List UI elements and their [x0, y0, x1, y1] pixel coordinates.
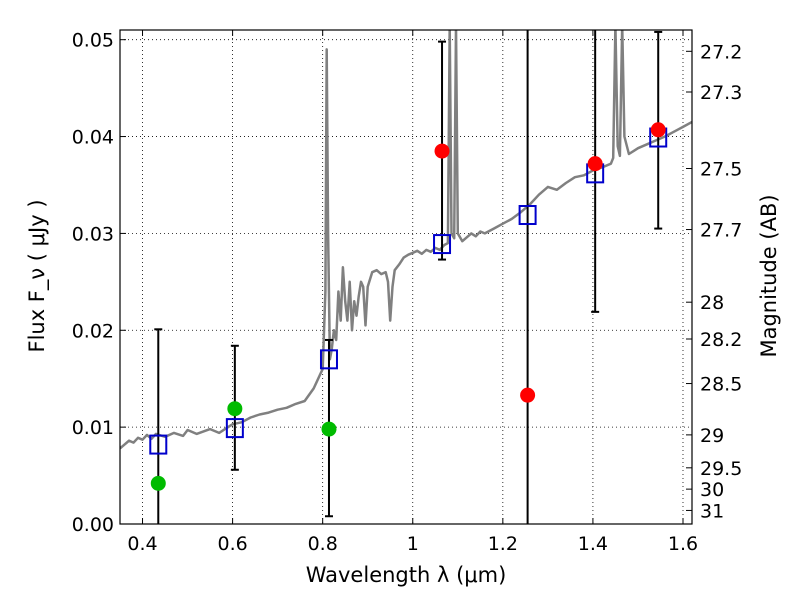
- spectrum-line: [120, 30, 692, 450]
- axis-ticks: 0.4 0.6 0.8 1 1.2 1.4 1.6 0.00 0.01 0.02 0.03 0.04 0…: [72, 30, 743, 555]
- x-tick-label: 1.2: [488, 533, 518, 555]
- y-tick-label: 0.01: [72, 417, 114, 439]
- right-tick-label: 27.7: [700, 220, 742, 242]
- right-axis-label: Magnitude (AB): [757, 194, 781, 357]
- x-tick-label: 1: [407, 533, 419, 555]
- photometry-circle-marker: [434, 143, 450, 159]
- right-tick-label: 27.3: [700, 82, 742, 104]
- photometry-square-marker: [433, 234, 452, 255]
- y-tick-label: 0.03: [72, 223, 114, 245]
- right-tick-label: 30: [700, 479, 724, 501]
- right-tick-label: 28: [700, 292, 724, 314]
- x-tick-label: 1.4: [578, 533, 608, 555]
- photometry-square-marker: [149, 434, 168, 455]
- x-axis-label: Wavelength λ (μm): [306, 563, 507, 587]
- right-tick-label: 31: [700, 500, 724, 522]
- y-tick-label: 0.05: [72, 30, 114, 52]
- right-tick-label: 27.2: [700, 41, 742, 63]
- right-tick-label: 27.5: [700, 159, 742, 181]
- photometry-circle-marker: [150, 475, 166, 491]
- y-tick-label: 0.00: [72, 514, 114, 536]
- x-tick-label: 0.4: [127, 533, 157, 555]
- template-spectrum: [120, 30, 692, 450]
- plot-frame: [119, 29, 693, 525]
- photometry-square-marker: [225, 418, 244, 439]
- y-axis-label: Flux F_ν ( μJy ): [25, 199, 50, 352]
- right-tick-label: 29: [700, 425, 724, 447]
- x-tick-label: 0.6: [217, 533, 247, 555]
- data-markers: [149, 122, 668, 491]
- photometry-circle-marker: [520, 387, 536, 403]
- photometry-circle-marker: [227, 401, 243, 417]
- photometry-square-marker: [518, 205, 537, 226]
- photometry-circle-marker: [587, 156, 603, 172]
- photometry-square-marker: [319, 349, 338, 370]
- x-tick-label: 1.6: [668, 533, 698, 555]
- right-tick-label: 28.2: [700, 329, 742, 351]
- photometry-circle-marker: [650, 122, 666, 138]
- y-tick-label: 0.02: [72, 320, 114, 342]
- right-tick-label: 29.5: [700, 458, 742, 480]
- photometry-circle-marker: [321, 421, 337, 437]
- error-bars: [154, 30, 663, 524]
- x-tick-label: 0.8: [308, 533, 338, 555]
- right-tick-label: 28.5: [700, 374, 742, 396]
- y-tick-label: 0.04: [72, 127, 114, 149]
- grid-lines: [120, 30, 692, 525]
